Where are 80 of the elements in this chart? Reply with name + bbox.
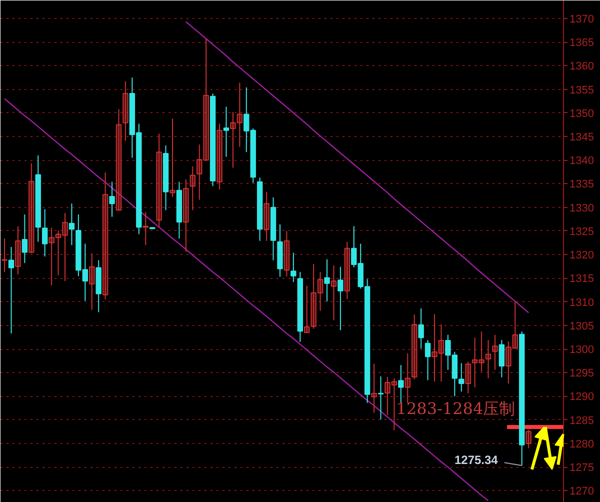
annotation: 1275.34 (454, 452, 498, 467)
y-tick-label: 1370 (570, 13, 594, 26)
candlestick (116, 108, 122, 211)
candlestick (492, 334, 498, 370)
candlestick (412, 314, 418, 380)
y-tick-label: 1280 (570, 438, 594, 450)
y-tick-label: 1285 (570, 414, 594, 427)
candlestick (15, 226, 21, 275)
candlestick (284, 230, 290, 277)
candlestick (512, 301, 518, 349)
candlestick (170, 118, 176, 198)
y-tick-label: 1310 (570, 296, 594, 309)
candlestick (371, 363, 377, 414)
candlestick (472, 337, 478, 388)
candlestick (330, 264, 337, 321)
y-tick-label: 1355 (570, 84, 594, 96)
ref-line-label: 1283-1284压制 (396, 398, 516, 418)
candlestick (22, 214, 28, 264)
candlestick (458, 362, 464, 392)
candlestick (156, 133, 162, 228)
candlestick (109, 181, 115, 218)
y-tick-label: 1330 (570, 202, 594, 214)
candlestick (48, 227, 54, 286)
candlestick (324, 258, 330, 302)
candlestick (28, 162, 34, 254)
candlestick (304, 285, 310, 333)
candlestick (203, 38, 209, 161)
candlestick (424, 340, 431, 381)
candlestick (344, 241, 350, 300)
candlestick (506, 340, 512, 384)
candlestick (378, 376, 384, 420)
candlestick (223, 106, 230, 158)
y-tick-label: 1350 (570, 108, 594, 120)
candlestick (338, 266, 344, 331)
candlestick (384, 376, 390, 416)
candlestick (62, 212, 68, 282)
line-series (185, 21, 530, 314)
candlestick (89, 253, 95, 310)
candlestick (196, 144, 202, 200)
candlestick (8, 246, 14, 334)
candlestick (404, 352, 410, 404)
y-tick-label: 1270 (570, 486, 594, 498)
y-tick-label: 1365 (570, 37, 594, 50)
candlestick (498, 340, 505, 378)
candlestick (190, 166, 196, 211)
y-tick-label: 1275 (570, 462, 594, 474)
candlestick (432, 314, 438, 382)
candlestick (485, 340, 492, 379)
candlestick (122, 80, 128, 142)
y-tick-label: 1290 (570, 391, 594, 404)
candlestick (230, 111, 236, 168)
y-tick-label: 1325 (570, 226, 594, 238)
candlestick (391, 378, 398, 431)
candlestick (418, 308, 424, 350)
y-tick-label: 1345 (570, 132, 594, 144)
y-tick-label: 1295 (570, 368, 594, 380)
candlestick (42, 208, 48, 257)
candlestick (465, 361, 471, 394)
y-tick-label: 1340 (570, 155, 594, 168)
candlestick (290, 252, 296, 282)
candlestick (438, 324, 444, 382)
candlestick (142, 212, 148, 246)
candlestick (398, 364, 404, 404)
candlestick (68, 203, 75, 246)
candlestick (183, 178, 189, 252)
y-tick-label: 1300 (570, 344, 594, 356)
y-tick-label: 1335 (570, 178, 594, 191)
candlestick (236, 82, 243, 148)
candlestick (478, 331, 484, 372)
candlestick (102, 172, 108, 300)
y-tick-label: 1315 (570, 273, 594, 286)
y-tick-label: 1360 (570, 60, 594, 73)
candlestick (55, 230, 62, 276)
y-tick-label: 1305 (570, 320, 594, 332)
candlestick (526, 429, 532, 449)
candlestick (317, 272, 324, 312)
candlestick (310, 264, 316, 330)
y-tick-label: 1320 (570, 250, 594, 262)
candlestick (264, 191, 270, 242)
candlestick (216, 123, 222, 190)
